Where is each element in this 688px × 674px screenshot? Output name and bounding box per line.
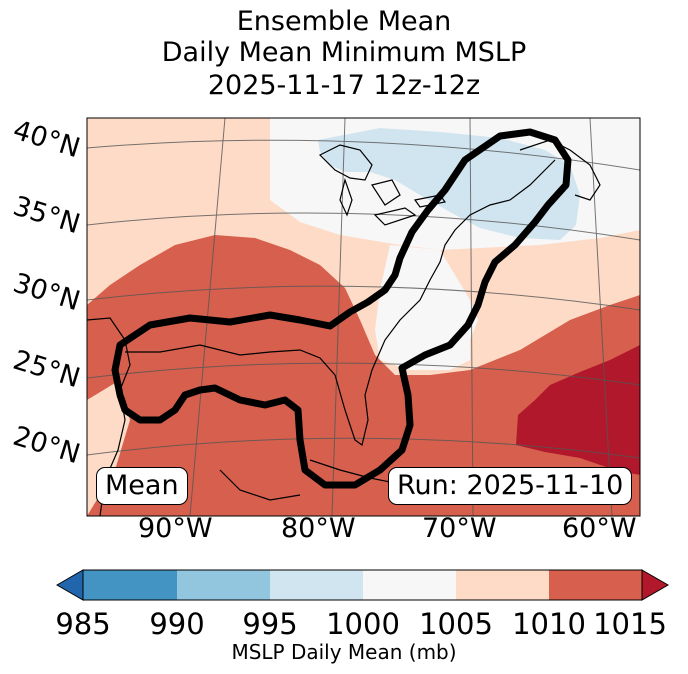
lake-ontario — [413, 194, 447, 208]
colorbar-1000-1005 — [363, 570, 456, 600]
lake-erie — [373, 207, 417, 226]
coast-yucatan — [219, 469, 301, 501]
lake-huron — [371, 179, 401, 206]
colorbar-tick-990: 990 — [149, 607, 205, 641]
field-1010-1015 — [87, 235, 640, 516]
colorbar-tick-995: 995 — [242, 607, 298, 641]
colorbar-1005-1010 — [456, 570, 549, 600]
lat-line-30 — [87, 285, 640, 311]
title-line-2: Daily Mean Minimum MSLP — [161, 37, 527, 68]
lat-line-25 — [87, 362, 640, 386]
colorbar-tick-1015: 1015 — [593, 607, 667, 641]
map-frame — [86, 117, 641, 517]
title-line-3: 2025-11-17 12z-12z — [207, 70, 481, 101]
coast-gulf-east — [125, 159, 556, 447]
lat-line-20 — [87, 437, 640, 459]
colorbar-frame — [82, 569, 643, 601]
colorbar-tick-1010: 1010 — [512, 607, 586, 641]
title-line-1: Ensemble Mean — [236, 6, 452, 37]
pressure-field — [87, 118, 640, 516]
lon-label-90w: 90°W — [138, 513, 213, 544]
colorbar-tick-1000: 1000 — [326, 607, 400, 641]
colorbar-above — [641, 569, 670, 601]
colorbar-1010-1015 — [549, 570, 642, 600]
colorbar-label: MSLP Daily Mean (mb) — [231, 640, 457, 664]
mean-box: Mean — [96, 467, 188, 505]
lon-label-60w: 60°W — [562, 513, 637, 544]
colorbar-995-1000 — [270, 570, 363, 600]
contour-outline — [111, 128, 572, 489]
colorbar-990-995 — [177, 570, 270, 600]
colorbar-tick-985: 985 — [55, 607, 111, 641]
lake-michigan — [339, 177, 353, 217]
run-date-box: Run: 2025-11-10 — [388, 467, 633, 505]
lat-line-35 — [87, 212, 640, 241]
lake-superior — [318, 144, 373, 181]
lon-label-80w: 80°W — [281, 513, 356, 544]
lon-line-60 — [589, 118, 613, 516]
field-above-1015 — [516, 345, 640, 475]
lon-label-70w: 70°W — [422, 513, 497, 544]
colorbar — [55, 569, 670, 601]
lat-line-40 — [87, 139, 640, 171]
colorbar-985-990 — [83, 570, 177, 600]
colorbar-tick-1005: 1005 — [419, 607, 493, 641]
colorbar-below — [55, 569, 84, 601]
